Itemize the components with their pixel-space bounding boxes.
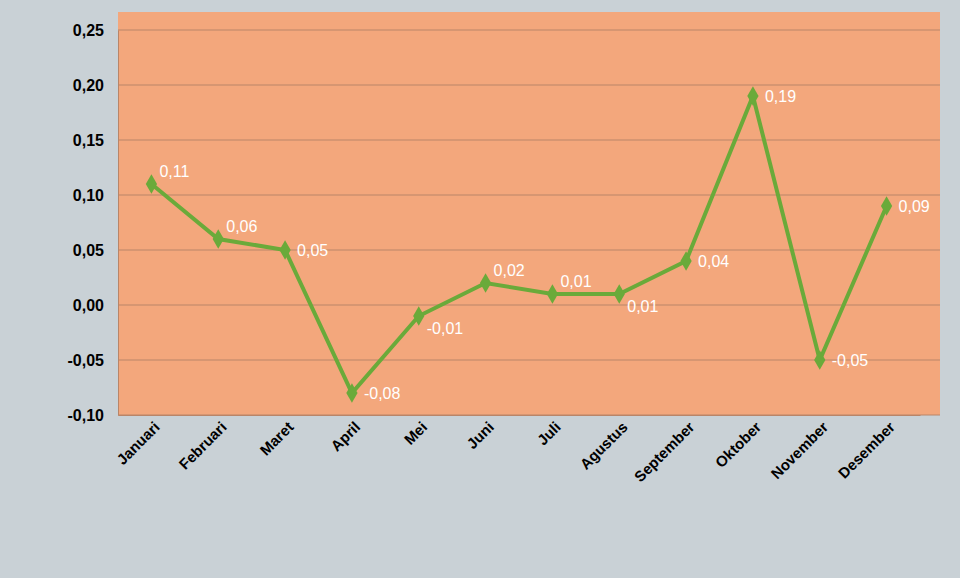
marker	[547, 284, 558, 304]
marker	[413, 306, 424, 326]
data-label: 0,19	[765, 88, 796, 105]
x-axis: JanuariFebruari Maret April Mei Juni Juli Agus…	[113, 416, 920, 486]
axis-line	[119, 415, 921, 416]
data-label: 0,05	[297, 242, 328, 259]
tick: Januari	[113, 418, 163, 468]
tick-label: 0,00	[73, 297, 104, 314]
chart: -0,10 -0,05 0,00 0,05 0,10 0,15 0,20 0,25 Januar…	[0, 0, 960, 578]
line	[151, 96, 886, 393]
grid-line	[118, 305, 940, 306]
tick-label: Juni	[463, 418, 497, 452]
tick: Maret	[256, 418, 296, 458]
tick-label: 0,10	[73, 187, 104, 204]
marker	[881, 196, 892, 216]
tick: Oktober	[712, 418, 765, 471]
tick-label: Juli	[534, 418, 564, 448]
tick-label: 0,25	[73, 22, 104, 39]
tick-label: Februari	[175, 418, 229, 472]
data-label: -0,08	[364, 385, 401, 402]
grid-line	[118, 250, 940, 251]
marker	[346, 383, 357, 403]
y-axis: -0,10 -0,05 0,00 0,05 0,10 0,15 0,20 0,25	[68, 22, 119, 424]
tick: 0,15	[73, 132, 118, 149]
tick-label: April	[327, 418, 363, 454]
tick-label: 0,05	[73, 242, 104, 259]
tick-label: Agustus	[576, 418, 630, 472]
data-label: 0,09	[899, 198, 930, 215]
tick: -0,10	[68, 407, 118, 424]
tick: Juli	[534, 418, 564, 448]
background	[0, 0, 960, 578]
marker	[747, 86, 758, 106]
data-label: 0,01	[627, 298, 658, 315]
tick: -0,05	[68, 352, 118, 369]
tick-label: November	[767, 418, 831, 482]
grid-line	[118, 195, 940, 196]
marker	[279, 240, 290, 260]
tick-label: 0,20	[73, 77, 104, 94]
marker	[480, 273, 491, 293]
data-label: -0,05	[832, 352, 869, 369]
marker	[146, 174, 157, 194]
tick: Februari	[175, 418, 229, 472]
data-label: 0,06	[226, 218, 257, 235]
grid-line	[118, 415, 940, 416]
tick-label: -0,05	[68, 352, 105, 369]
tick-label: -0,10	[68, 407, 105, 424]
tick: 0,25	[73, 22, 118, 39]
data-label: 0,02	[494, 262, 525, 279]
tick-label: September	[631, 418, 698, 485]
tick: 0,00	[73, 297, 118, 314]
marker	[213, 229, 224, 249]
tick: 0,10	[73, 187, 118, 204]
grid-line	[118, 140, 940, 141]
data-label: 0,11	[159, 163, 189, 180]
marker	[614, 284, 625, 304]
grid	[118, 30, 940, 415]
tick: 0,20	[73, 77, 118, 94]
marker	[814, 350, 825, 370]
tick: September	[631, 418, 698, 485]
tick: April	[327, 418, 363, 454]
tick-label: 0,15	[73, 132, 104, 149]
tick: Desember	[835, 418, 898, 481]
data-label: 0,01	[560, 273, 591, 290]
plot-area	[118, 12, 940, 415]
tick: November	[767, 418, 831, 482]
tick: Juni	[463, 418, 497, 452]
data-label: 0,04	[698, 253, 729, 270]
data-labels: 0,11 0,06 0,05 -0,08 -0,01 0,02 0,01 0,01 0,04 0,…	[159, 88, 929, 402]
tick-label: Januari	[113, 418, 163, 468]
marker	[680, 251, 691, 271]
grid-line	[118, 30, 940, 31]
data-label: -0,01	[427, 320, 464, 337]
axis-line	[118, 31, 119, 416]
series	[146, 86, 892, 403]
grid-line	[118, 85, 940, 86]
tick-label: Oktober	[712, 418, 765, 471]
tick: Mei	[401, 418, 431, 448]
tick: Agustus	[576, 418, 630, 472]
tick-label: Mei	[401, 418, 431, 448]
tick-label: Desember	[835, 418, 898, 481]
tick-label: Maret	[256, 418, 296, 458]
tick: 0,05	[73, 242, 118, 259]
